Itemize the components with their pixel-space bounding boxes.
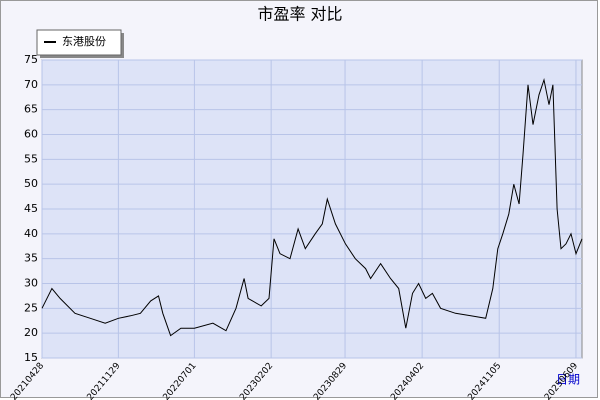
x-axis-label: 日期 — [556, 373, 580, 387]
legend-label: 东港股份 — [62, 35, 106, 48]
y-tick-label: 60 — [24, 128, 38, 141]
y-tick-label: 75 — [24, 53, 38, 66]
y-tick-label: 15 — [24, 351, 38, 364]
y-tick-label: 35 — [24, 252, 38, 265]
y-tick-label: 20 — [24, 326, 38, 339]
y-tick-label: 55 — [24, 152, 38, 165]
y-tick-label: 65 — [24, 103, 38, 116]
data-line — [41, 77, 583, 337]
y-tick-label: 25 — [24, 301, 38, 314]
y-tick-label: 50 — [24, 177, 38, 190]
chart-title: 市盈率 对比 — [257, 5, 342, 24]
y-tick-label: 45 — [24, 202, 38, 215]
y-tick-label: 40 — [24, 227, 38, 240]
y-tick-label: 30 — [24, 277, 38, 290]
legend — [36, 29, 122, 56]
y-tick-label: 70 — [24, 78, 38, 91]
